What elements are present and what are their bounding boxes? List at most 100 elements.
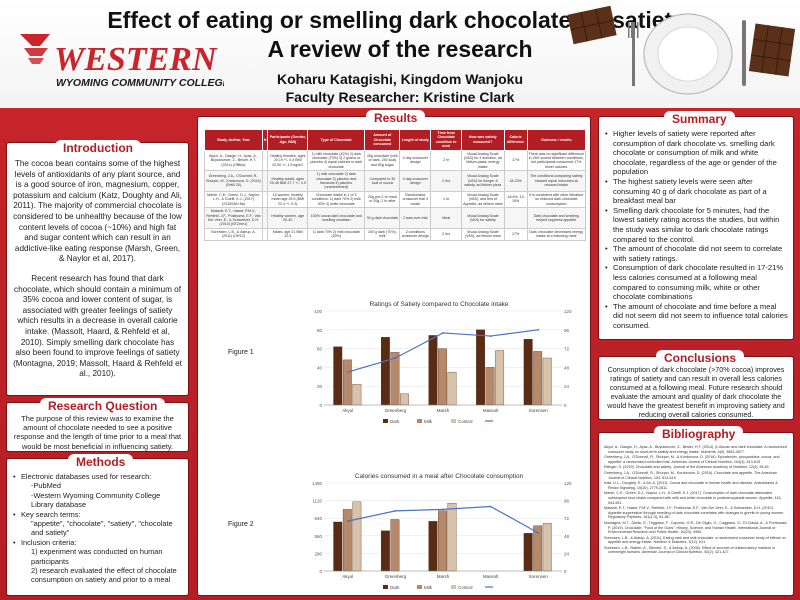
table-cell: Dark chocolate decreased energy intake a… <box>526 227 587 241</box>
y-tick-label: 0 <box>319 403 322 408</box>
summary-item: Higher levels of satiety were reported a… <box>605 129 788 177</box>
table-cell: Cross-over trial <box>399 207 432 229</box>
bar-control <box>447 502 457 572</box>
x-tick-label: Greenberg <box>385 408 407 413</box>
x-tick-label: Akyol <box>342 574 353 579</box>
table-cell: Visual Analog Scale (VAS), ad libitum me… <box>461 227 505 241</box>
y-tick-label: 20 <box>317 384 323 389</box>
bar-dark <box>523 533 533 572</box>
methods-item: 1) experiment was conducted on human par… <box>31 547 163 566</box>
table-header-cell: Amount of Chocolate consumed <box>364 129 401 151</box>
x-tick-label: Massolt <box>483 408 499 413</box>
satiety-chart: Ratings of Satiety compared to Chocolate… <box>314 301 572 424</box>
legend-label: Control <box>458 585 473 590</box>
bar-dark <box>333 521 343 572</box>
summary-item: The amount of chocolate did not seem to … <box>605 244 788 263</box>
x-tick-label: Marsh <box>437 408 450 413</box>
table-cell: 100% cocoa dark chocolate and smelling c… <box>307 207 366 229</box>
table-cell: Healthy adults, ages 20-46 BMI 27.7 +/- … <box>267 170 309 192</box>
table-cell: 2 hr <box>430 149 463 172</box>
line-point <box>489 335 492 337</box>
table-header-cell: Length of study <box>399 129 432 151</box>
x-tick-label: Marsh <box>437 574 450 579</box>
logo-main-text: WESTERN <box>54 41 218 78</box>
table-cell: 2 hrs <box>430 170 463 192</box>
y-tick-label: 280 <box>314 551 322 556</box>
y2-tick-label: 120 <box>564 481 572 486</box>
research-question-title: Research Question <box>40 398 166 414</box>
table-cell: 14 women, healthy mean age 25.5 (BMI 22.… <box>267 190 309 209</box>
table-cell: 20g pre-2-hr meal or 20g, 2 hr after <box>364 190 401 209</box>
summary-item: The amount of chocolate and time before … <box>605 302 788 331</box>
bibliography-list: Akyol, A., Dasgin, H., Ayaz, A., Buyuktu… <box>599 433 793 558</box>
table-cell: Meal <box>430 207 463 229</box>
results-table-body: Akyol, A., Dasgin, H., Ayaz, A., Buyuktu… <box>204 149 587 241</box>
table-header-cell: Participants (Gender, Age, BMI) <box>267 129 309 151</box>
y-tick-label: 100 <box>314 309 322 314</box>
table-cell: Visual Analog Scale (VAS) for 4 domains,… <box>461 149 505 172</box>
table-header-cell: Study, Author, Year <box>204 129 263 151</box>
bar-milk <box>438 348 447 406</box>
summary-title: Summary <box>664 111 735 127</box>
y2-tick-label: 48 <box>564 365 570 370</box>
y-tick-label: 0 <box>319 569 322 574</box>
summary-list: Higher levels of satiety were reported a… <box>605 129 788 330</box>
table-cell: -18.6%, 14-15% <box>503 190 528 209</box>
bibliography-panel: Akyol, A., Dasgin, H., Ayaz, A., Buyuktu… <box>598 432 794 596</box>
table-cell: Greenberg, J.A., O'Donnell, R., Shurpin,… <box>204 170 263 192</box>
table-row: Marsh, C.E., Green, D.J., Naylor, L.H., … <box>204 190 587 209</box>
bar-control <box>352 384 362 406</box>
table-header-cell: Type of Chocolate <box>307 129 366 151</box>
conclusions-title: Conclusions <box>656 350 745 366</box>
table-cell: Massolt, E.T., Haard, P.M.V., Rehfeld, J… <box>204 207 263 229</box>
table-header-cell: Time from Chocolate condition to meal <box>430 129 463 151</box>
table-cell: Sorensen, L.B., & Astrup, A. (2011) (OR1… <box>204 227 263 241</box>
bar-milk <box>390 519 400 572</box>
y2-tick-label: 24 <box>564 551 570 556</box>
line-point <box>346 520 349 523</box>
table-cell: Males, age 21 BMI 22.5 <box>267 227 309 241</box>
chocolate-bar-right-icon <box>748 23 796 77</box>
y2-tick-label: 24 <box>564 384 570 389</box>
figure-1-label: Figure 1 <box>228 349 254 356</box>
poster-title-line2: A review of the research <box>267 36 533 62</box>
chart-title: Ratings of Satiety compared to Chocolate… <box>369 301 508 308</box>
bar-milk <box>438 510 447 572</box>
poster-faculty: Faculty Researcher: Kristine Clark <box>285 89 515 105</box>
bibliography-entry: Akyol, A., Dasgin, H., Ayaz, A., Buyuktu… <box>604 445 787 454</box>
y2-tick-label: 0 <box>564 403 567 408</box>
legend-label: Dark <box>390 585 400 590</box>
x-tick-label: Akyol <box>342 408 353 413</box>
bibliography-entry: Massolt, E.T., Haard, P.M.V., Rehfeld, J… <box>604 506 785 520</box>
line-point <box>442 332 444 334</box>
bar-milk <box>342 509 352 572</box>
bar-dark <box>428 521 438 572</box>
methods-item: -Western Wyoming Community College Libra… <box>31 490 161 510</box>
table-cell: 4 day crossover design <box>399 149 432 172</box>
bar-dark <box>428 335 438 406</box>
bar-dark <box>380 530 390 572</box>
legend-label: Milk <box>424 585 433 590</box>
results-table-header: Study, Author, Year N Participants (Gender… <box>204 129 587 151</box>
table-header-cell: How was satiety measured? <box>461 129 505 151</box>
table-cell: 1) milk chocolate (42%) 2) dark chocolat… <box>307 149 366 172</box>
intro-paragraph-2: Recent research has found that dark choc… <box>13 273 182 379</box>
bibliography-entry: Sorensen, L.B., Raben, A., Stender, S., … <box>604 545 775 555</box>
bar-dark <box>523 339 533 406</box>
y2-tick-label: 48 <box>564 534 570 539</box>
introduction-title: Introduction <box>55 140 141 156</box>
table-cell: 100 g dark (70%), milk <box>364 227 401 241</box>
y-tick-label: 1400 <box>312 481 323 486</box>
plate-icon <box>643 13 733 95</box>
table-cell: 1 hr <box>430 190 463 209</box>
bar-control <box>447 371 457 406</box>
y-tick-label: 80 <box>317 328 323 333</box>
table-cell: The conditions comparing satiety showed … <box>526 170 587 192</box>
legend-swatch <box>451 585 456 589</box>
bar-control <box>400 393 409 406</box>
table-cell: Visual Analog Scale (VAS), and test of A… <box>461 190 505 209</box>
legend-swatch <box>417 419 422 423</box>
calories-chart: Calories consumed in a meal after Chocol… <box>312 473 572 590</box>
table-row: Akyol, A., Dasgin, H., Ayaz, A., Buyuktu… <box>204 149 587 172</box>
line-point <box>489 505 492 508</box>
